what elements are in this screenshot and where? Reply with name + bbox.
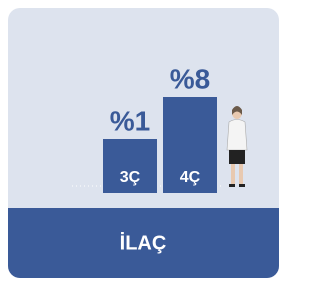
card: İLAÇ %1 3Ç %8 4Ç xyxy=(0,0,287,286)
category-label: 3Ç xyxy=(120,169,141,186)
value-label: %1 xyxy=(110,105,150,136)
category-label: 4Ç xyxy=(180,169,201,186)
chart-title: İLAÇ xyxy=(120,231,167,254)
value-label: %8 xyxy=(170,63,210,94)
